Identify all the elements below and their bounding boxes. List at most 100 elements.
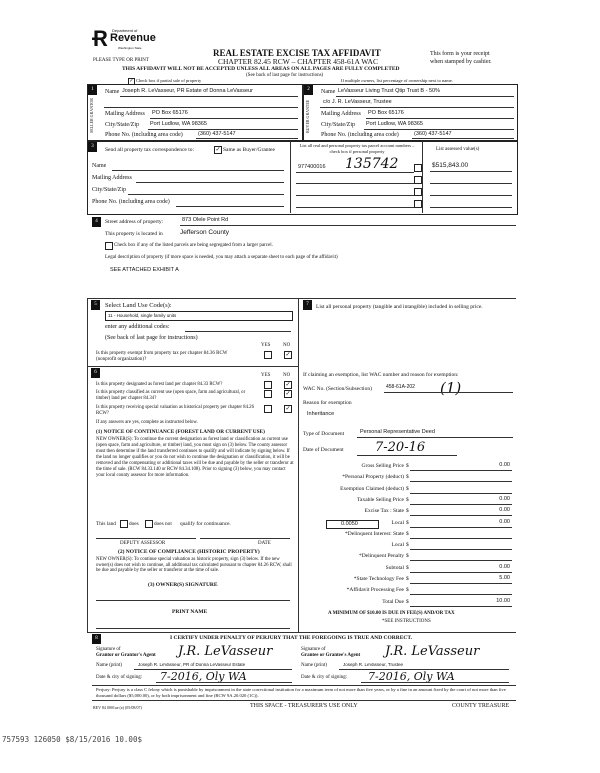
receipt-note-1: This form is your receipt bbox=[430, 51, 490, 57]
underline bbox=[410, 470, 512, 471]
county-field[interactable]: Jefferson County bbox=[180, 229, 230, 236]
underline bbox=[150, 118, 298, 119]
dollar-sign: $ bbox=[406, 496, 409, 503]
label: Date & city of signing: bbox=[301, 675, 348, 680]
wac-number-field[interactable]: 458-61A-202 bbox=[386, 384, 415, 390]
underline bbox=[104, 107, 298, 108]
tax-row-value[interactable]: 0.00 bbox=[499, 507, 510, 514]
grantor-name-field[interactable]: Joseph R. LeVasseur, PR of Donna LeVasse… bbox=[138, 662, 246, 667]
personal-property-checkbox[interactable] bbox=[414, 176, 422, 184]
buyer-city-field[interactable]: Port Ludlow, WA 98365 bbox=[366, 121, 423, 127]
tax-row-value[interactable]: 0.00 bbox=[499, 462, 510, 468]
assessed-field[interactable]: $515,843.00 bbox=[432, 162, 469, 169]
divider bbox=[87, 298, 88, 632]
personal-property-checkbox[interactable] bbox=[414, 188, 422, 196]
label: Reason for exemption bbox=[303, 400, 352, 406]
underline bbox=[430, 207, 512, 208]
forest-no-checkbox[interactable]: ✓ bbox=[284, 381, 292, 389]
underline bbox=[357, 455, 457, 456]
label: NO bbox=[283, 373, 291, 378]
divider bbox=[92, 685, 516, 686]
grantee-name-field[interactable]: Joseph R. LeVasseur, Trustee bbox=[343, 662, 403, 667]
receipt-note-2: when stamped by cashier. bbox=[430, 59, 492, 65]
divider bbox=[87, 632, 516, 633]
label: YES bbox=[261, 373, 271, 378]
tax-row-label: *State Technology Fee bbox=[353, 576, 404, 582]
document-type-field[interactable]: Personal Representative Deed bbox=[360, 429, 435, 435]
label: Date of Document bbox=[303, 447, 344, 453]
grantor-date-city[interactable]: 7-2016, Oly WA bbox=[160, 670, 247, 683]
certify-statement: I CERTIFY UNDER PENALTY OF PERJURY THAT … bbox=[170, 635, 413, 641]
underline bbox=[410, 481, 512, 483]
reason-field[interactable]: Inheritance bbox=[307, 411, 335, 417]
personal-property-checkbox[interactable] bbox=[414, 200, 422, 208]
dollar-sign: $ bbox=[406, 587, 409, 594]
exempt-yes-checkbox[interactable] bbox=[264, 351, 272, 359]
does-not-checkbox[interactable] bbox=[145, 520, 153, 528]
tax-row-label: Subtotal bbox=[385, 564, 404, 571]
send-label: Send all property tax correspondence to: bbox=[105, 147, 195, 153]
legal-description-field[interactable]: SEE ATTACHED EXHIBIT A bbox=[110, 267, 179, 273]
label: Signature of bbox=[301, 647, 326, 652]
buyer-phone-field[interactable]: (360) 437-5147 bbox=[414, 131, 452, 137]
tax-row-value[interactable]: 5.00 bbox=[499, 575, 510, 581]
personal-property-checkbox[interactable] bbox=[414, 164, 422, 172]
historic-yes-checkbox[interactable] bbox=[264, 405, 272, 413]
section-number: 8 bbox=[92, 634, 101, 644]
notice-compliance-text: NEW OWNER(S): To continue special valuat… bbox=[96, 557, 292, 574]
segregated-checkbox[interactable] bbox=[105, 242, 113, 250]
buyer-side-label: BUYER GRANTEE bbox=[305, 99, 310, 133]
buyer-name2-field[interactable]: c/o J. R. LeVasseur, Trustee bbox=[323, 99, 392, 105]
current-use-no-checkbox[interactable]: ✓ bbox=[284, 390, 292, 398]
logo-small: Department of bbox=[112, 28, 138, 33]
underline bbox=[296, 207, 414, 208]
perjury-notice: Perjury: Perjury is a class C felony whi… bbox=[96, 687, 506, 698]
parcel-field[interactable]: 977400016 bbox=[298, 164, 326, 170]
current-use-yes-checkbox[interactable] bbox=[264, 390, 272, 398]
tax-row-label: Excise Tax : State bbox=[364, 508, 404, 515]
forest-yes-checkbox[interactable] bbox=[264, 381, 272, 389]
seller-city-field[interactable]: Port Ludlow, WA 98365 bbox=[150, 121, 207, 127]
label: Signature of bbox=[96, 647, 121, 652]
grantee-signature[interactable]: J.R. LeVasseur bbox=[385, 644, 480, 659]
grantee-date-city[interactable]: 7-2016, Oly WA bbox=[368, 670, 455, 683]
underline bbox=[156, 682, 292, 683]
treasurer-space: THIS SPACE - TREASURER'S USE ONLY bbox=[250, 703, 358, 709]
signature-line bbox=[96, 538, 196, 539]
historic-no-checkbox[interactable]: ✓ bbox=[284, 405, 292, 413]
seller-name-field[interactable]: Joseph R. LeVasseur, PR Estate of Donna … bbox=[122, 88, 253, 94]
tax-row-value[interactable]: 0.00 bbox=[499, 495, 510, 502]
land-use-code-select[interactable]: 11 - Household, single family units bbox=[105, 311, 293, 321]
buyer-mail-field[interactable]: PO Box 65176 bbox=[368, 110, 404, 116]
label: Name (print) bbox=[96, 663, 122, 668]
buyer-name-field[interactable]: LeVasseur Living Trust Qtip Trust B - 50… bbox=[338, 88, 440, 94]
tax-row-value[interactable]: 0.00 bbox=[499, 563, 510, 570]
underline bbox=[410, 515, 512, 517]
label: Mailing Address bbox=[321, 111, 361, 117]
owner-signature-title: (3) OWNER(S) SIGNATURE bbox=[148, 582, 218, 588]
tax-row-value[interactable]: 0.00 bbox=[499, 518, 510, 525]
underline bbox=[430, 195, 512, 196]
seller-phone-field[interactable]: (360) 437-5147 bbox=[198, 131, 236, 137]
seller-mail-field[interactable]: PO Box 65176 bbox=[152, 110, 188, 116]
minimum-notice: A MINIMUM OF $10.00 IS DUE IN FEE(S) AND… bbox=[328, 611, 455, 616]
document-date-field[interactable]: 7-20-16 bbox=[375, 440, 426, 455]
tax-row-value[interactable]: 10.00 bbox=[496, 597, 510, 604]
label: If claiming an exemption, list WAC numbe… bbox=[303, 372, 459, 378]
label: Type of Document bbox=[303, 431, 345, 437]
does-checkbox[interactable] bbox=[120, 520, 128, 528]
tax-row-label: Total Due bbox=[382, 598, 404, 605]
underline bbox=[361, 682, 509, 683]
exempt-no-checkbox[interactable]: ✓ bbox=[284, 351, 292, 359]
underline bbox=[410, 583, 512, 584]
label: PRINT NAME bbox=[172, 609, 208, 615]
parcel-handwritten: 135742 bbox=[345, 156, 399, 172]
underline bbox=[296, 183, 414, 184]
seller-section bbox=[87, 84, 303, 141]
street-address-field[interactable]: 873 Olele Point Rd bbox=[182, 217, 229, 223]
tax-row-label: *Delinquent Interest: State bbox=[345, 530, 404, 537]
local-rate-box[interactable]: 0.0050 bbox=[326, 520, 379, 529]
same-as-buyer-checkbox[interactable]: ✓ bbox=[214, 146, 222, 154]
grantor-signature[interactable]: J.R. LeVasseur bbox=[178, 644, 273, 659]
